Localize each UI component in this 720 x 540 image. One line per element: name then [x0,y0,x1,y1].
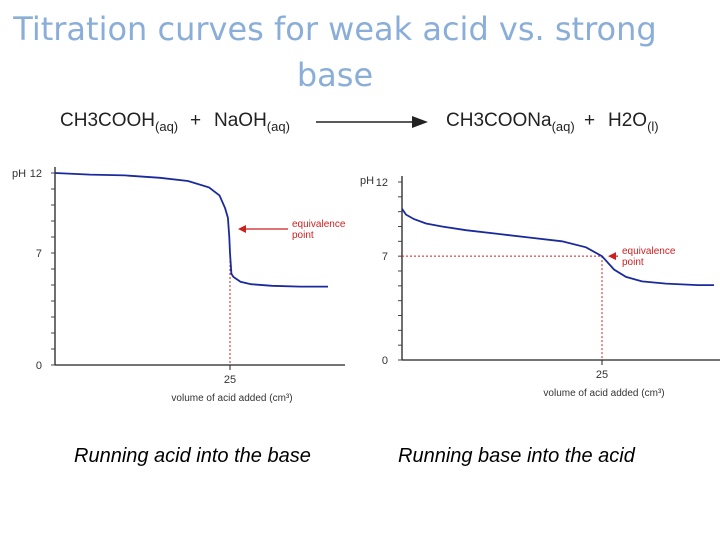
x-tick-label: 25 [596,369,608,381]
reactant-2-state: (aq) [266,118,290,134]
reactant-2-formula: NaOH [214,110,267,131]
annotation-text-line1: equivalence [292,219,346,230]
titration-chart-left: 0 7 12 pH 25 volume of acid added (cm³) equiva… [12,167,346,404]
y-tick-label: 0 [36,360,42,372]
y-tick-label: 7 [36,248,42,260]
y-axis-label: pH [360,175,374,187]
caption-right: Running base into the acid [398,445,635,467]
x-axis-label: volume of acid added (cm³) [171,393,292,404]
equation-product-1: CH3COONa(aq) [446,110,575,134]
annotation-text-line2: point [292,230,314,241]
y-tick-label: 7 [382,251,388,263]
equation-product-2: H2O(l) [608,110,659,134]
product-1-formula: CH3COONa [446,110,552,131]
x-axis-label: volume of acid added (cm³) [543,388,664,399]
product-1-state: (aq) [551,118,575,134]
product-2-state: (l) [647,118,659,134]
titration-curve-line [54,172,328,288]
reactant-1-formula: CH3COOH [60,110,156,131]
annotation-arrowhead [238,225,246,233]
annotation-text-line2: point [622,257,644,268]
product-2-formula: H2O [608,110,648,131]
annotation-text-line1: equivalence [622,246,676,257]
annotation-arrowhead [608,252,616,261]
titration-curve-line [401,208,714,286]
equation-reactant-2: NaOH(aq) [214,110,290,134]
reactant-1-state: (aq) [155,118,179,134]
caption-left: Running acid into the base [74,445,311,467]
x-tick-label: 25 [224,374,236,386]
reaction-arrow-icon [316,116,428,128]
y-axis-label: pH [12,168,26,180]
equation-reactant-1: CH3COOH(aq) [60,110,178,134]
plus-sign: + [190,110,202,131]
y-tick-label: 12 [376,177,388,189]
y-tick-label: 0 [382,355,388,367]
page-title: Titration curves for weak acid vs. stron… [13,10,657,94]
plus-sign-2: + [584,110,596,131]
y-tick-label: 12 [30,168,42,180]
